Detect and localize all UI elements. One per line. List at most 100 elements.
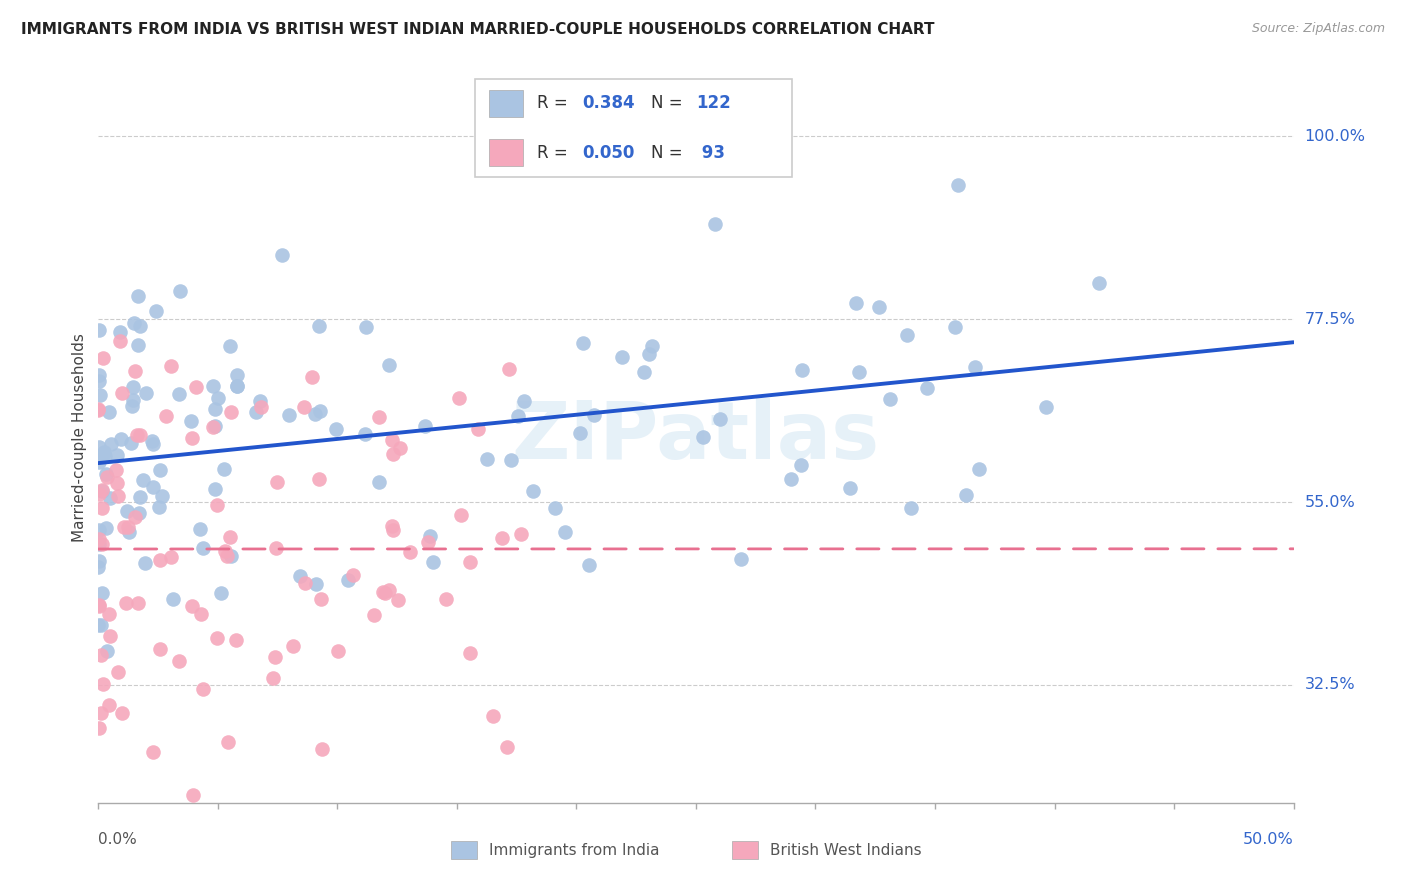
Point xyxy=(292,401,315,415)
Point xyxy=(382,523,405,537)
Point xyxy=(218,339,240,353)
Point xyxy=(262,671,284,685)
Point xyxy=(399,545,422,559)
Point xyxy=(363,607,385,622)
Point xyxy=(896,328,918,343)
Y-axis label: Married-couple Households: Married-couple Households xyxy=(72,333,87,541)
Text: 55.0%: 55.0% xyxy=(1305,494,1355,509)
Point xyxy=(107,490,129,504)
Point xyxy=(87,618,110,632)
Point xyxy=(211,586,233,600)
Point xyxy=(475,452,498,467)
Point xyxy=(89,599,111,613)
Point xyxy=(159,549,181,564)
Point xyxy=(97,698,120,712)
Point xyxy=(186,380,208,394)
Point xyxy=(87,721,110,735)
Point xyxy=(311,742,333,756)
Point xyxy=(108,325,131,339)
Point xyxy=(226,368,249,382)
Text: 93: 93 xyxy=(696,144,725,161)
Point xyxy=(96,644,118,658)
Point xyxy=(225,379,247,393)
Point xyxy=(218,530,240,544)
Point xyxy=(568,426,591,441)
Point xyxy=(294,575,316,590)
Point xyxy=(87,559,110,574)
Point xyxy=(214,544,236,558)
Text: N =: N = xyxy=(651,144,688,161)
Text: 0.0%: 0.0% xyxy=(98,832,138,847)
Point xyxy=(915,381,938,395)
Point xyxy=(467,422,489,436)
Point xyxy=(167,386,190,401)
Point xyxy=(100,629,122,643)
Point xyxy=(212,462,235,476)
Point xyxy=(204,401,226,416)
Point xyxy=(582,409,605,423)
Point xyxy=(308,319,330,334)
Point xyxy=(868,301,890,315)
Point xyxy=(368,475,391,489)
Point xyxy=(129,427,152,442)
Point xyxy=(128,507,150,521)
Text: N =: N = xyxy=(651,95,688,112)
Point xyxy=(845,295,868,310)
Point xyxy=(87,401,110,416)
Text: 0.050: 0.050 xyxy=(582,144,636,161)
Point xyxy=(416,535,439,549)
Text: R =: R = xyxy=(537,144,574,161)
Point xyxy=(142,437,165,451)
Point xyxy=(308,472,330,486)
Point xyxy=(202,379,225,393)
Point xyxy=(422,555,444,569)
Point xyxy=(105,475,128,490)
Point xyxy=(792,363,814,377)
Point xyxy=(100,437,122,451)
Point xyxy=(387,592,409,607)
Point xyxy=(225,379,247,393)
Point xyxy=(946,178,969,193)
Point xyxy=(336,573,359,587)
Point xyxy=(249,400,271,414)
Point xyxy=(89,537,111,551)
Point xyxy=(121,399,143,413)
Point xyxy=(89,388,111,402)
Point xyxy=(204,482,226,496)
Point xyxy=(309,592,332,607)
Point xyxy=(458,646,481,660)
Point xyxy=(90,617,112,632)
Point xyxy=(205,631,228,645)
Point xyxy=(127,338,149,352)
FancyBboxPatch shape xyxy=(451,841,477,860)
Point xyxy=(142,480,165,494)
Point xyxy=(378,358,401,372)
Point xyxy=(641,338,664,352)
Point xyxy=(245,405,267,419)
Point xyxy=(495,739,517,754)
Text: 50.0%: 50.0% xyxy=(1243,832,1294,847)
Point xyxy=(155,409,177,423)
Point xyxy=(115,504,138,518)
Point xyxy=(149,642,172,657)
Point xyxy=(638,347,661,361)
Point xyxy=(111,706,134,720)
Point xyxy=(839,481,862,495)
Point xyxy=(499,452,522,467)
FancyBboxPatch shape xyxy=(733,841,758,860)
Point xyxy=(127,289,149,303)
Point xyxy=(374,586,396,600)
Text: ZIPatlas: ZIPatlas xyxy=(512,398,880,476)
Point xyxy=(202,420,225,434)
Point xyxy=(309,404,332,418)
Point xyxy=(87,368,110,382)
Point xyxy=(304,407,326,421)
FancyBboxPatch shape xyxy=(475,78,792,178)
Point xyxy=(301,370,323,384)
Point xyxy=(509,526,531,541)
Point xyxy=(221,549,243,564)
Point xyxy=(142,746,165,760)
Point xyxy=(180,431,202,445)
Text: 77.5%: 77.5% xyxy=(1305,311,1355,326)
Point xyxy=(447,391,470,405)
